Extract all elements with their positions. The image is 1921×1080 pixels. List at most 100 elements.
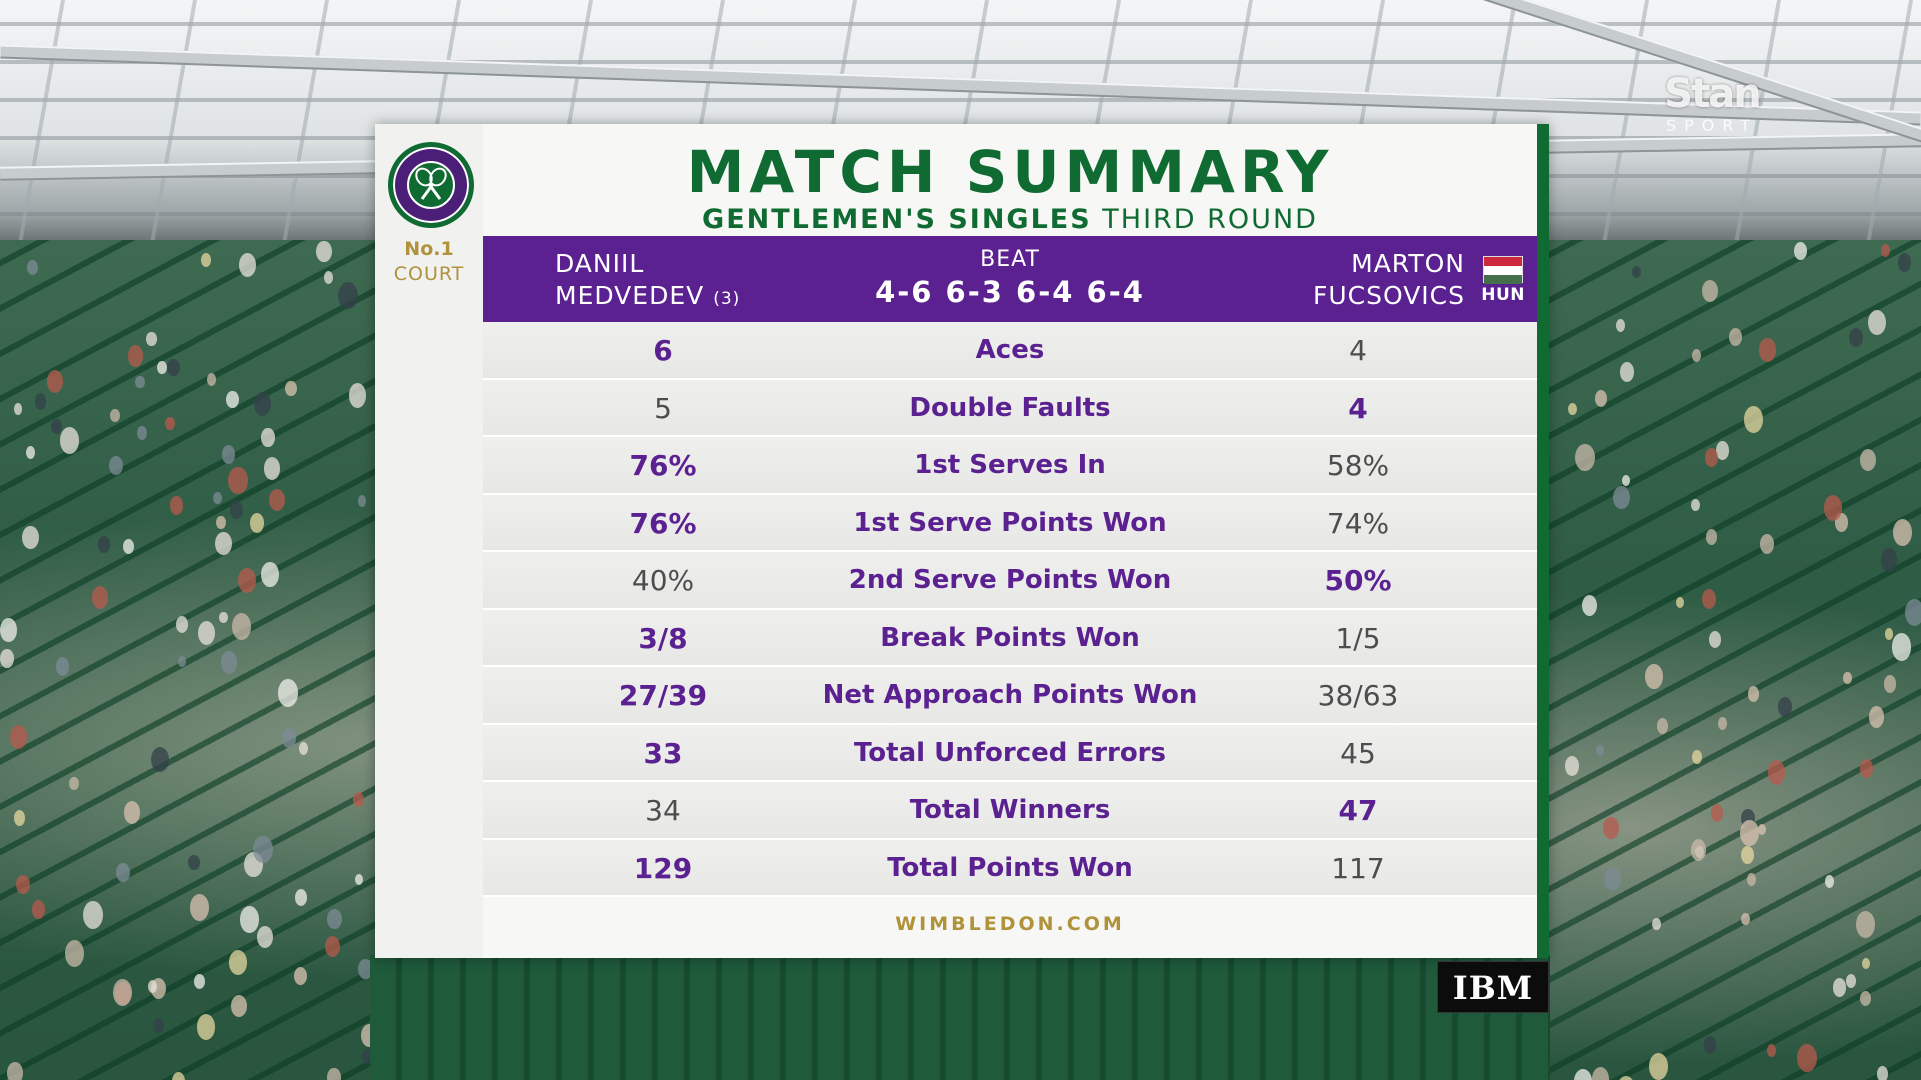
stat-label: Total Points Won: [887, 852, 1133, 883]
spectator: [1845, 974, 1856, 989]
spectator: [1621, 474, 1630, 487]
spectator: [1825, 875, 1835, 888]
player2-stat-value: 4: [1348, 391, 1368, 425]
spectator: [148, 980, 158, 993]
spectator: [253, 835, 273, 863]
spectator: [1747, 686, 1759, 702]
spectator: [1616, 1075, 1635, 1080]
court-floor-seats: [370, 955, 1550, 1080]
spectator: [1883, 675, 1897, 693]
spectator: [1706, 529, 1718, 545]
spectator: [1843, 672, 1852, 684]
spectator: [1591, 1066, 1610, 1080]
spectator: [175, 615, 189, 634]
spectator: [82, 901, 103, 930]
spectator: [358, 958, 373, 979]
player1-stat-value: 76%: [629, 449, 697, 482]
spectator: [221, 651, 238, 674]
spectator: [281, 728, 297, 749]
player2-stat-value: 38/63: [1317, 679, 1399, 712]
spectator: [196, 1013, 216, 1040]
broadcaster-logo: Stan SPORT: [1652, 72, 1772, 144]
spectator: [285, 380, 297, 397]
stat-row: 5 Double Faults 4: [483, 379, 1537, 437]
spectator: [1743, 405, 1763, 433]
spectator: [357, 495, 367, 508]
match-summary-panel: No.1 COURT MATCH SUMMARY GENTLEMEN'S SIN…: [375, 124, 1549, 958]
spectator: [190, 894, 210, 922]
spectator: [1767, 760, 1786, 785]
player2-stat-value: 47: [1338, 794, 1378, 827]
spectator: [227, 466, 248, 495]
spectator: [324, 935, 340, 957]
stat-row: 33 Total Unforced Errors 45: [483, 724, 1537, 782]
stat-row: 40% 2nd Serve Points Won 50%: [483, 552, 1537, 610]
court-label: No.1 COURT: [375, 237, 483, 287]
spectator: [1595, 744, 1605, 757]
spectator: [165, 416, 176, 431]
player1-stat-value: 33: [643, 736, 683, 770]
flag-stripe: [1484, 257, 1522, 266]
spectator: [361, 1049, 373, 1065]
spectator: [123, 801, 141, 825]
spectator: [1777, 696, 1793, 718]
spectator: [316, 240, 332, 263]
spectator: [1880, 548, 1898, 572]
spectator: [1632, 266, 1641, 278]
spectator: [1708, 630, 1722, 649]
spectator: [1703, 1036, 1717, 1054]
player1-stat-value: 6: [653, 334, 673, 367]
spectator: [50, 418, 63, 435]
spectator: [1613, 485, 1630, 509]
spectator: [1891, 633, 1912, 661]
hungary-flag-icon: [1483, 256, 1523, 284]
spectator: [167, 358, 180, 377]
spectator: [109, 455, 123, 476]
spectator: [240, 906, 260, 933]
spectator: [1794, 242, 1808, 261]
spectator: [225, 390, 239, 409]
spectator: [1880, 244, 1890, 258]
stat-label: 1st Serves In: [914, 450, 1106, 480]
spectator: [22, 525, 39, 549]
spectator: [230, 500, 244, 520]
spectator: [1711, 804, 1724, 822]
spectator: [206, 372, 217, 386]
spectator: [1892, 519, 1913, 547]
spectator: [1859, 758, 1874, 779]
spectator: [324, 271, 333, 284]
spectator: [1615, 318, 1626, 333]
spectator: [221, 444, 236, 464]
spectator: [326, 908, 342, 930]
spectator: [1759, 338, 1776, 362]
spectator: [1741, 845, 1754, 864]
spectator: [237, 567, 256, 593]
spectator: [32, 900, 46, 919]
stat-row: 34 Total Winners 47: [483, 782, 1537, 840]
stat-row: 27/39 Net Approach Points Won 38/63: [483, 667, 1537, 725]
spectator: [294, 967, 308, 986]
player1-stat-value: 129: [633, 851, 693, 885]
spectator: [1619, 362, 1634, 382]
players-header: DANIIL MEDVEDEV (3) BEAT 4-6 6-3 6-4 6-4…: [483, 236, 1537, 322]
spectator: [116, 862, 130, 882]
stat-label: Aces: [975, 335, 1045, 365]
spectator: [9, 725, 28, 750]
spectator: [1746, 872, 1757, 887]
player2-name: MARTON FUCSOVICS: [1313, 248, 1465, 312]
spectator: [1701, 589, 1716, 609]
spectator: [1832, 978, 1846, 997]
spectator: [338, 282, 358, 310]
spectator: [13, 810, 25, 826]
player1-first-name: DANIIL: [555, 249, 645, 278]
flag-stripe: [1484, 275, 1522, 284]
player2-stat-value: 4: [1349, 334, 1367, 367]
wimbledon-logo-icon: [388, 142, 474, 228]
spectator: [253, 391, 272, 417]
spectator: [256, 925, 273, 949]
broadcaster-name: Stan: [1664, 71, 1761, 117]
spectator: [1741, 912, 1750, 925]
spectator: [1604, 867, 1621, 891]
spectator: [229, 949, 248, 975]
spectator: [171, 1072, 186, 1080]
